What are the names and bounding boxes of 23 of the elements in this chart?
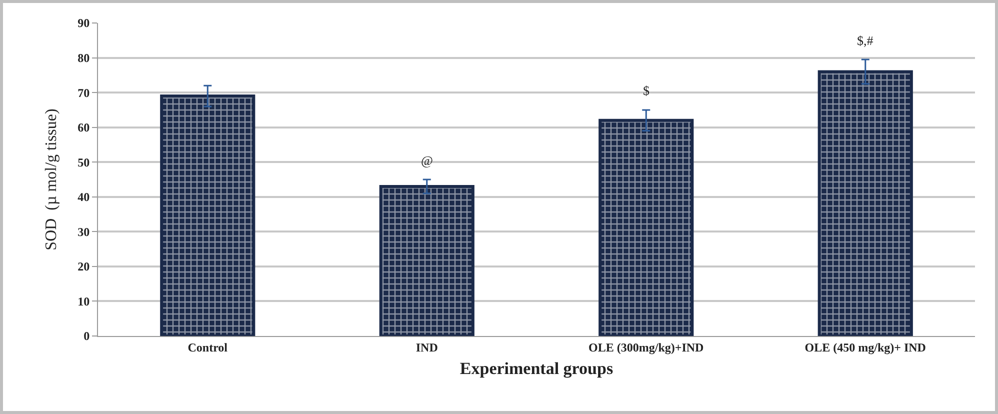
y-tick-label: 20 <box>78 260 90 274</box>
x-tick-label: OLE (300mg/kg)+IND <box>588 340 704 354</box>
annotation: $,# <box>857 33 874 48</box>
y-tick-label: 0 <box>84 329 90 344</box>
y-tick-label: 70 <box>78 86 90 100</box>
y-tick-label: 40 <box>78 190 90 204</box>
annotation: $ <box>643 83 650 98</box>
x-tick-label: Control <box>188 340 228 354</box>
bar <box>818 70 913 336</box>
x-axis-title: Experimental groups <box>460 358 614 378</box>
y-tick-label: 50 <box>78 155 90 170</box>
y-tick-label: 10 <box>78 294 90 308</box>
bar <box>379 184 474 336</box>
y-tick-label: 80 <box>78 50 90 65</box>
x-tick-label: OLE (450 mg/kg)+ IND <box>804 340 926 354</box>
annotation: @ <box>421 153 433 168</box>
y-tick-label: 60 <box>78 120 90 135</box>
bar <box>160 94 256 336</box>
y-axis-title: SOD (µ mol/g tissue) <box>43 108 60 250</box>
x-tick-label: IND <box>416 340 438 354</box>
y-tick-label: 90 <box>78 16 90 30</box>
bar <box>598 118 694 336</box>
y-tick-label: 30 <box>78 224 90 239</box>
